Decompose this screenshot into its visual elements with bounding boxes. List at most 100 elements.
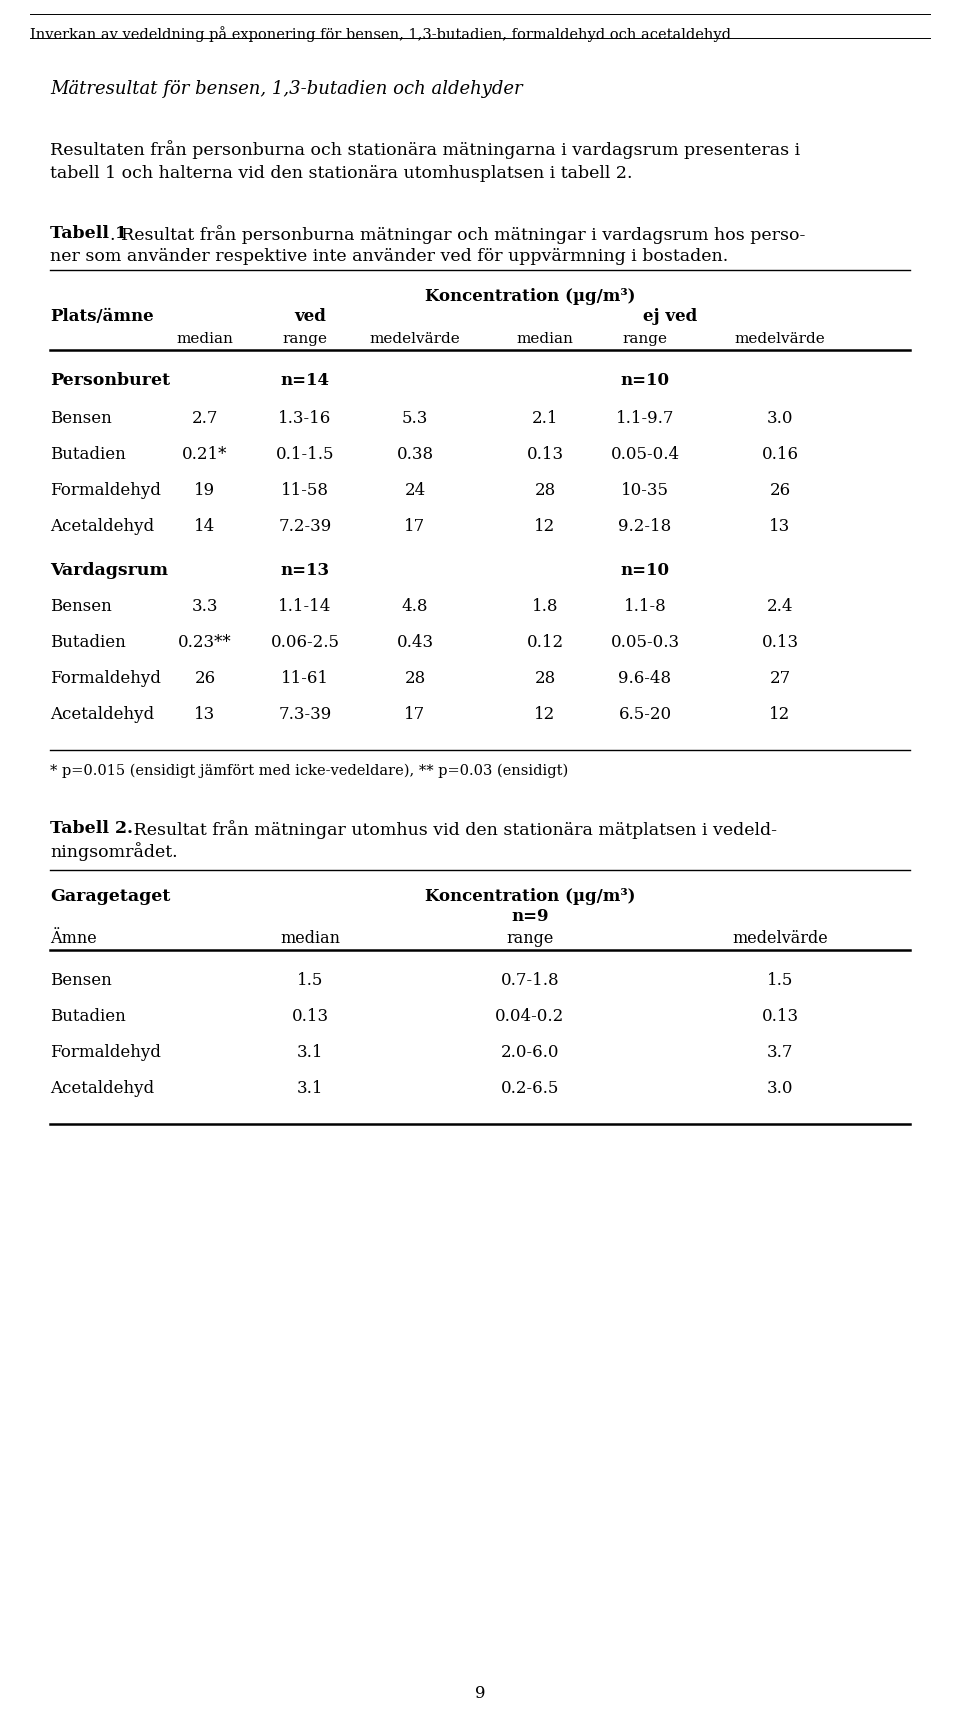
Text: range: range [282,332,327,346]
Text: 9.6-48: 9.6-48 [618,671,672,688]
Text: tabell 1 och halterna vid den stationära utomhusplatsen i tabell 2.: tabell 1 och halterna vid den stationära… [50,164,633,181]
Text: 3.1: 3.1 [297,1044,324,1061]
Text: Butadien: Butadien [50,635,126,650]
Text: Formaldehyd: Formaldehyd [50,483,161,500]
Text: Formaldehyd: Formaldehyd [50,671,161,688]
Text: 1.5: 1.5 [767,972,793,989]
Text: 0.23**: 0.23** [179,635,231,650]
Text: Acetaldehyd: Acetaldehyd [50,518,155,536]
Text: 1.8: 1.8 [532,599,559,614]
Text: medelvärde: medelvärde [734,332,826,346]
Text: 0.05-0.4: 0.05-0.4 [611,447,680,464]
Text: 0.06-2.5: 0.06-2.5 [271,635,340,650]
Text: Koncentration (µg/m³): Koncentration (µg/m³) [424,888,636,905]
Text: Tabell 1: Tabell 1 [50,226,127,241]
Text: Garagetaget: Garagetaget [50,888,170,905]
Text: Butadien: Butadien [50,447,126,464]
Text: 28: 28 [535,483,556,500]
Text: 7.3-39: 7.3-39 [278,707,331,724]
Text: 11-61: 11-61 [281,671,329,688]
Text: Plats/ämne: Plats/ämne [50,308,154,325]
Text: 12: 12 [769,707,791,724]
Text: 0.21*: 0.21* [182,447,228,464]
Text: n=10: n=10 [620,371,669,388]
Text: median: median [280,931,340,946]
Text: 12: 12 [535,518,556,536]
Text: 3.3: 3.3 [192,599,218,614]
Text: medelvärde: medelvärde [370,332,461,346]
Text: 0.13: 0.13 [292,1008,328,1025]
Text: 2.1: 2.1 [532,411,559,428]
Text: Mätresultat för bensen, 1,3-butadien och aldehyder: Mätresultat för bensen, 1,3-butadien och… [50,80,522,98]
Text: 26: 26 [195,671,216,688]
Text: Formaldehyd: Formaldehyd [50,1044,161,1061]
Text: 0.12: 0.12 [526,635,564,650]
Text: 3.1: 3.1 [297,1080,324,1097]
Text: 1.3-16: 1.3-16 [278,411,331,428]
Text: 0.1-1.5: 0.1-1.5 [276,447,334,464]
Text: Bensen: Bensen [50,599,111,614]
Text: 1.1-9.7: 1.1-9.7 [615,411,674,428]
Text: 17: 17 [404,707,425,724]
Text: ningsområdet.: ningsområdet. [50,842,178,861]
Text: 0.13: 0.13 [526,447,564,464]
Text: 1.1-14: 1.1-14 [278,599,332,614]
Text: n=9: n=9 [512,909,549,926]
Text: 0.13: 0.13 [761,635,799,650]
Text: Acetaldehyd: Acetaldehyd [50,707,155,724]
Text: ved: ved [294,308,326,325]
Text: ner som använder respektive inte använder ved för uppvärmning i bostaden.: ner som använder respektive inte använde… [50,248,729,265]
Text: range: range [506,931,554,946]
Text: 2.7: 2.7 [192,411,218,428]
Text: ej ved: ej ved [643,308,697,325]
Text: 3.7: 3.7 [767,1044,793,1061]
Text: n=14: n=14 [280,371,329,388]
Text: 14: 14 [194,518,216,536]
Text: median: median [516,332,573,346]
Text: Ämne: Ämne [50,931,97,946]
Text: 3.0: 3.0 [767,411,793,428]
Text: 28: 28 [404,671,425,688]
Text: Inverkan av vedeldning på exponering för bensen, 1,3-butadien, formaldehyd och a: Inverkan av vedeldning på exponering för… [30,26,731,41]
Text: 1.5: 1.5 [297,972,324,989]
Text: 5.3: 5.3 [402,411,428,428]
Text: 12: 12 [535,707,556,724]
Text: 0.2-6.5: 0.2-6.5 [501,1080,559,1097]
Text: n=13: n=13 [280,561,329,578]
Text: 19: 19 [195,483,216,500]
Text: 0.16: 0.16 [761,447,799,464]
Text: Acetaldehyd: Acetaldehyd [50,1080,155,1097]
Text: 13: 13 [769,518,791,536]
Text: 26: 26 [769,483,791,500]
Text: 24: 24 [404,483,425,500]
Text: 28: 28 [535,671,556,688]
Text: Vardagsrum: Vardagsrum [50,561,168,578]
Text: 9.2-18: 9.2-18 [618,518,672,536]
Text: 27: 27 [769,671,791,688]
Text: 9: 9 [475,1685,485,1702]
Text: 11-58: 11-58 [281,483,329,500]
Text: n=10: n=10 [620,561,669,578]
Text: 2.0-6.0: 2.0-6.0 [501,1044,560,1061]
Text: 17: 17 [404,518,425,536]
Text: 10-35: 10-35 [621,483,669,500]
Text: Butadien: Butadien [50,1008,126,1025]
Text: Koncentration (µg/m³): Koncentration (µg/m³) [424,287,636,305]
Text: range: range [622,332,667,346]
Text: 6.5-20: 6.5-20 [618,707,672,724]
Text: 2.4: 2.4 [767,599,793,614]
Text: * p=0.015 (ensidigt jämfört med icke-vedeldare), ** p=0.03 (ensidigt): * p=0.015 (ensidigt jämfört med icke-ved… [50,765,568,779]
Text: 3.0: 3.0 [767,1080,793,1097]
Text: medelvärde: medelvärde [732,931,828,946]
Text: 1.1-8: 1.1-8 [624,599,666,614]
Text: 0.38: 0.38 [396,447,434,464]
Text: Tabell 2.: Tabell 2. [50,820,133,837]
Text: Resultat från mätningar utomhus vid den stationära mätplatsen i vedeld-: Resultat från mätningar utomhus vid den … [128,820,777,838]
Text: 0.43: 0.43 [396,635,434,650]
Text: Bensen: Bensen [50,972,111,989]
Text: median: median [177,332,233,346]
Text: Bensen: Bensen [50,411,111,428]
Text: 4.8: 4.8 [401,599,428,614]
Text: 0.04-0.2: 0.04-0.2 [495,1008,564,1025]
Text: 7.2-39: 7.2-39 [278,518,331,536]
